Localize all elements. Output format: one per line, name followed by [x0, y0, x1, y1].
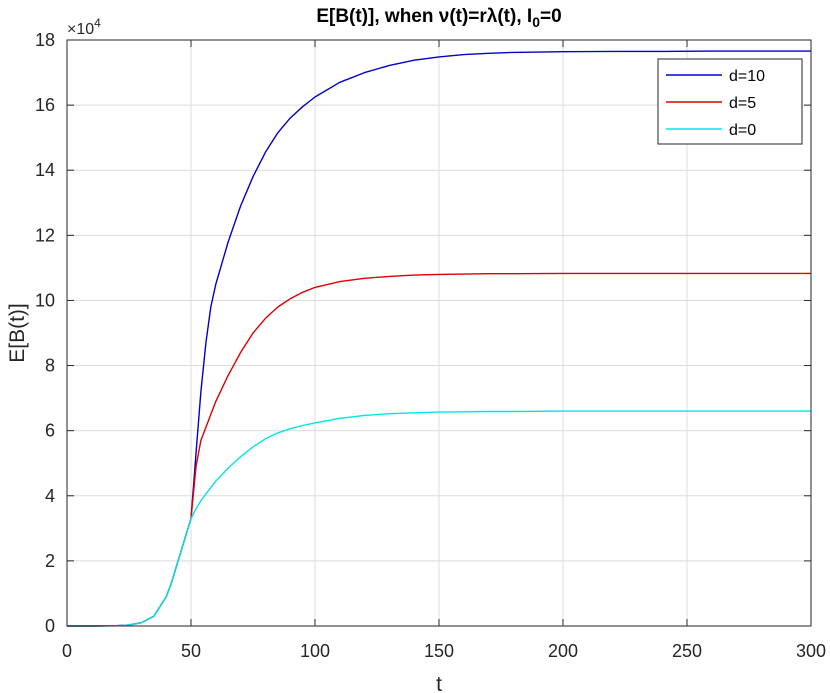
legend-label: d=5: [729, 95, 756, 112]
legend-label: d=10: [729, 68, 765, 85]
chart-title-suffix: =0: [540, 6, 562, 27]
legend-entries: d=10 d=5 d=0: [666, 68, 765, 139]
x-tick-label: 50: [181, 641, 201, 661]
x-tick-label: 0: [62, 641, 72, 661]
x-tick-label: 250: [672, 641, 702, 661]
series-lines: [67, 50, 811, 627]
chart-title: E[B(t)], when ν(t)=rλ(t), I0=0: [316, 6, 561, 30]
y-tick-label: 18: [35, 30, 55, 50]
x-tick-labels: 0 50 100 150 200 250 300: [62, 641, 826, 661]
grid-lines: [67, 40, 811, 626]
x-tick-label: 300: [796, 641, 826, 661]
chart-title-main: E[B(t)], when ν(t)=rλ(t), I: [316, 6, 532, 27]
legend: d=10 d=5 d=0: [657, 58, 803, 145]
x-axis-label: t: [436, 673, 442, 693]
y-exponent-power: 4: [94, 16, 101, 30]
y-exponent-base: ×10: [67, 21, 94, 38]
y-tick-label: 8: [45, 356, 55, 376]
y-tick-label: 16: [35, 95, 55, 115]
legend-label: d=0: [729, 122, 756, 139]
x-tick-label: 100: [300, 641, 330, 661]
y-tick-label: 0: [45, 616, 55, 636]
x-tick-label: 150: [424, 641, 454, 661]
y-tick-label: 12: [35, 225, 55, 245]
y-axis-label: E[B(t)]: [6, 303, 29, 363]
series-line-d0: [67, 410, 811, 627]
y-exponent-label: ×104: [67, 16, 101, 38]
x-tick-label: 200: [548, 641, 578, 661]
y-tick-labels: 0 2 4 6 8 10 12 14 16 18: [35, 30, 55, 636]
y-tick-label: 4: [45, 486, 55, 506]
y-tick-label: 2: [45, 551, 55, 571]
y-tick-label: 6: [45, 421, 55, 441]
axis-ticks: [66, 39, 812, 627]
y-tick-label: 14: [35, 160, 55, 180]
chart-title-subscript: 0: [532, 14, 540, 30]
y-tick-label: 10: [35, 290, 55, 310]
